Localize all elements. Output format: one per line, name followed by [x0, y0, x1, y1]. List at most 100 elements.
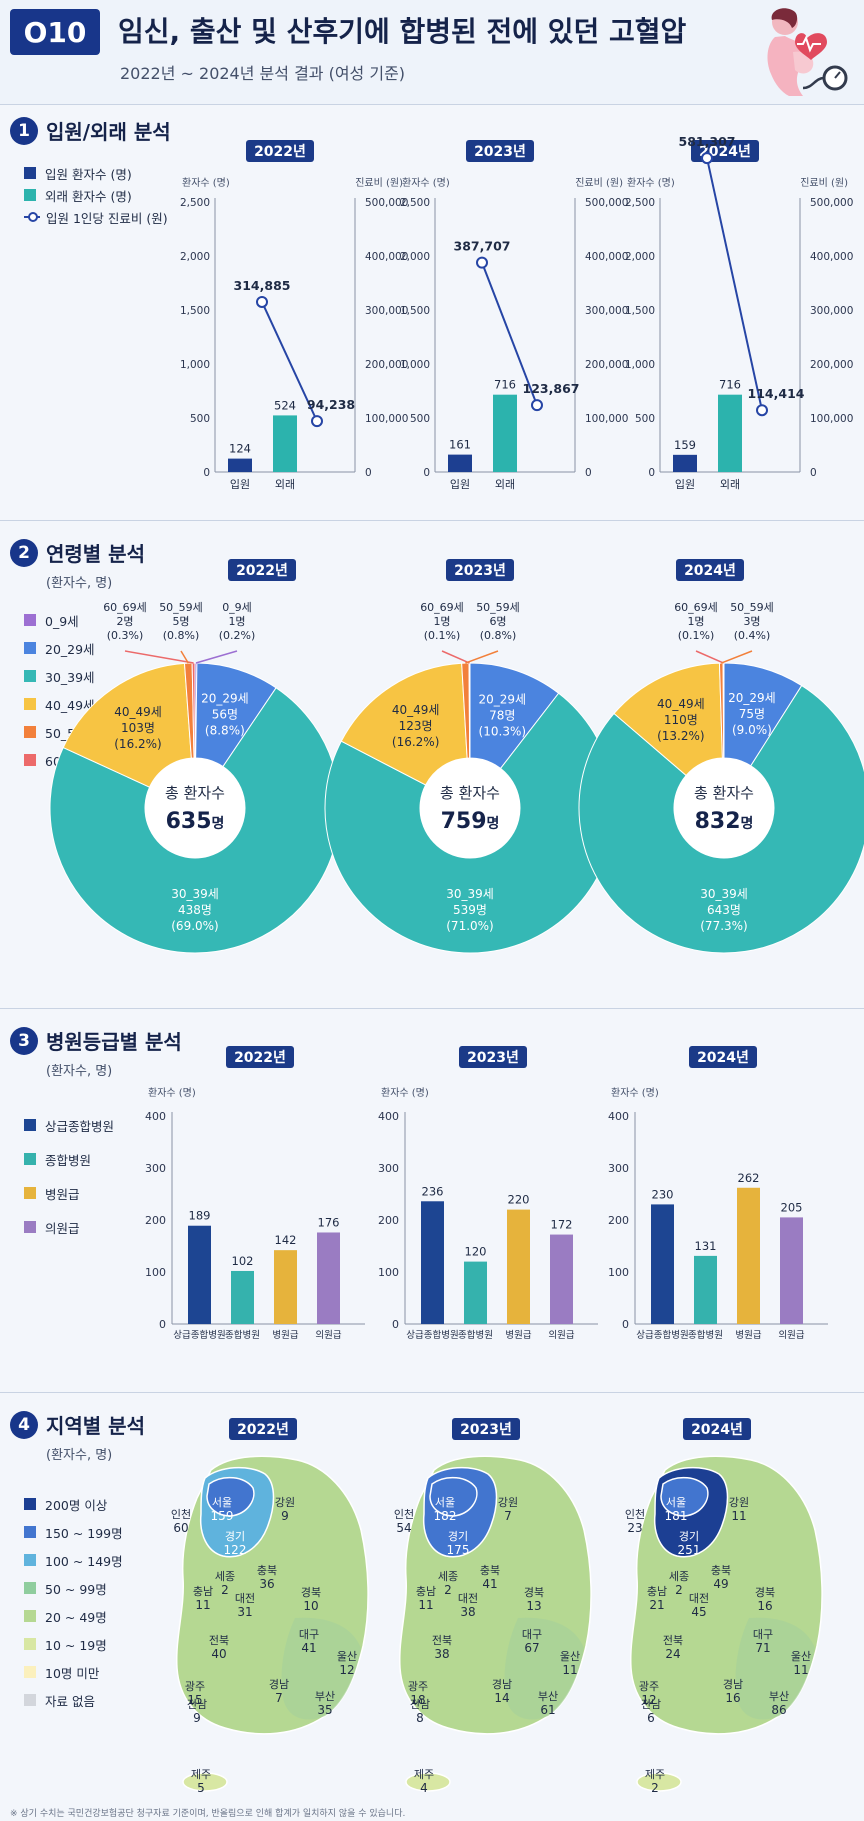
leader-line [465, 650, 499, 664]
year-badge [229, 1418, 297, 1440]
slice-label: (0.8%) [480, 629, 517, 642]
legend-swatch [24, 1610, 36, 1622]
region-name: 경기 [679, 1530, 699, 1543]
legend-label: 150 ~ 199명 [45, 1525, 123, 1541]
region-name: 강원 [275, 1496, 295, 1509]
bar [507, 1209, 530, 1324]
legend-label: 상급종합병원 [45, 1118, 115, 1134]
legend-label: 20 ~ 49명 [45, 1609, 107, 1625]
slice-label: (0.1%) [678, 629, 715, 642]
region-value: 86 [771, 1703, 786, 1717]
slice-label: (69.0%) [171, 919, 218, 933]
year-label: 2023년 [467, 1050, 519, 1066]
region-value: 11 [418, 1598, 433, 1612]
leader-line [441, 650, 470, 664]
region-value: 18 [410, 1693, 425, 1707]
slice-label: 643명 [707, 903, 741, 917]
donut-center-label: 총 환자수 [440, 784, 500, 802]
year-badge [446, 559, 514, 581]
donut-total: 635명 [166, 809, 225, 834]
legend-swatch [24, 670, 36, 682]
y-tick: 300 [145, 1162, 166, 1175]
y-tick-left: 2,000 [180, 251, 210, 263]
cost-point [256, 295, 268, 308]
region-value: 24 [665, 1647, 680, 1661]
slice-label: (0.2%) [219, 629, 256, 642]
region-value: 13 [526, 1599, 541, 1613]
donut-total-unit: 명 [741, 815, 754, 832]
legend-swatch [24, 189, 36, 201]
slice-label: (16.2%) [114, 737, 161, 751]
bar-value-label: 230 [652, 1187, 674, 1201]
bar-value-label: 262 [738, 1171, 760, 1185]
legend-label: 30_39세 [45, 669, 95, 685]
seoul-shape [660, 1476, 709, 1517]
year-label: 2022년 [237, 1422, 289, 1438]
region-value: 9 [281, 1509, 289, 1523]
region-value: 41 [482, 1577, 497, 1591]
bar [231, 1270, 254, 1324]
y-tick-right: 0 [365, 467, 372, 479]
bar [737, 1187, 760, 1324]
legend-label: 병원급 [45, 1186, 80, 1202]
cost-point [701, 152, 713, 165]
region-value: 2 [651, 1781, 659, 1795]
y-axis-label-left: 환자수 (명) [182, 177, 230, 189]
x-tick-label: 의원급 [778, 1330, 804, 1341]
year-badge [466, 140, 534, 162]
region-value: 6 [647, 1711, 655, 1725]
bar-value-label: 524 [274, 398, 296, 412]
slice-label: 30_39세 [171, 887, 219, 901]
section-unit: (환자수, 명) [46, 1448, 113, 1463]
region-name: 경남 [492, 1678, 512, 1691]
region-name: 부산 [315, 1690, 335, 1703]
region-name: 대전 [235, 1592, 255, 1605]
year-label: 2023년 [454, 563, 506, 579]
region-value: 7 [504, 1509, 512, 1523]
region-name: 인천 [625, 1507, 645, 1521]
cost-value-label: 314,885 [234, 278, 291, 293]
y-tick: 0 [159, 1318, 166, 1331]
x-tick-label: 상급종합병원 [173, 1330, 225, 1341]
section-number: 1 [10, 116, 38, 145]
region-value: 11 [195, 1598, 210, 1612]
region-value: 2 [444, 1583, 452, 1597]
section-title: 입원/외래 분석 [46, 120, 171, 144]
section-1-heading: 1 입원/외래 분석 [10, 116, 171, 145]
legend-swatch [24, 1666, 36, 1678]
legend-label: 입원 1인당 진료비 (원) [46, 210, 168, 226]
region-name: 서울 [435, 1496, 455, 1509]
y-tick-left: 2,000 [625, 251, 655, 263]
slice-label: 50_59세 [730, 601, 774, 614]
donut-total-value: 759 [441, 809, 487, 834]
region-value: 40 [211, 1647, 226, 1661]
x-tick-label: 의원급 [548, 1330, 574, 1341]
bar [421, 1201, 444, 1324]
region-value: 21 [649, 1598, 664, 1612]
region-name: 전남 [410, 1698, 430, 1711]
region-value: 8 [416, 1711, 424, 1725]
section-unit: (환자수, 명) [46, 1064, 113, 1079]
bar [694, 1255, 717, 1324]
region-value: 2 [675, 1583, 683, 1597]
section-number: 3 [10, 1026, 38, 1055]
bar-value-label: 716 [719, 378, 741, 392]
donut-hole [145, 758, 245, 858]
bar [780, 1217, 803, 1324]
region-value: 16 [725, 1691, 740, 1705]
slice-label: 438명 [178, 903, 212, 917]
slice-label: 1명 [687, 615, 704, 628]
cost-point [476, 256, 488, 269]
region-value: 11 [731, 1509, 746, 1523]
region-name: 서울 [212, 1496, 232, 1509]
y-tick-right: 200,000 [810, 359, 853, 371]
slice-label: 103명 [121, 721, 155, 735]
y-tick: 0 [622, 1318, 629, 1331]
section-unit: (환자수, 명) [46, 576, 113, 591]
x-tick-label: 외래 [720, 478, 740, 491]
bar [274, 1250, 297, 1324]
bar-value-label: 124 [229, 442, 251, 456]
slice-label: (0.8%) [163, 629, 200, 642]
